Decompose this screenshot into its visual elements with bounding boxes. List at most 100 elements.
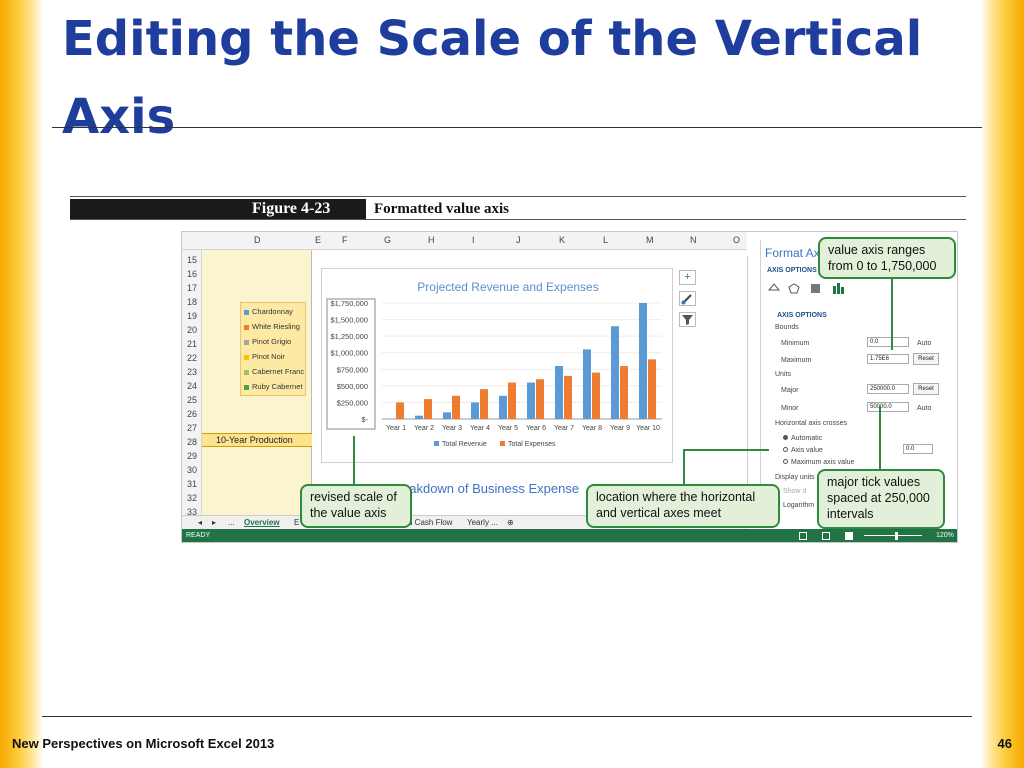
minor-input[interactable]: 50000.0: [867, 402, 909, 412]
tab-prev-arrow[interactable]: ◂: [198, 518, 203, 527]
x-tick-label: Year 3: [442, 425, 462, 432]
maximum-input[interactable]: 1.75E6: [867, 354, 909, 364]
tab-cash-flow[interactable]: d Cash Flow: [408, 518, 453, 527]
left-decorative-band: [0, 0, 44, 768]
fill-line-icon[interactable]: [767, 283, 781, 291]
pane-title: Format Axi: [765, 246, 823, 260]
tab-more[interactable]: ...: [228, 518, 235, 527]
major-reset-button[interactable]: Reset: [913, 383, 939, 395]
chart-elements-button[interactable]: +: [679, 270, 696, 285]
column-header[interactable]: O: [733, 235, 741, 245]
show-units-checkbox[interactable]: Show d: [783, 488, 807, 495]
column-header[interactable]: K: [559, 235, 566, 245]
footer-divider: [42, 716, 972, 717]
axis-value-radio[interactable]: Axis value: [783, 447, 823, 454]
tab-next-arrow[interactable]: ▸: [212, 518, 217, 527]
y-tick-label: $1,500,000: [330, 316, 368, 325]
column-header[interactable]: J: [516, 235, 521, 245]
column-header[interactable]: E: [315, 235, 322, 245]
chart-filters-button[interactable]: [679, 312, 696, 327]
x-tick-label: Year 8: [582, 425, 602, 432]
status-text: READY: [186, 532, 211, 539]
row-header[interactable]: 33: [187, 507, 198, 517]
y-tick-label: $1,250,000: [330, 332, 368, 341]
wine-legend[interactable]: Chardonnay White Riesling Pinot Grigio P…: [240, 302, 306, 396]
axis-value-input[interactable]: 0.0: [903, 444, 933, 454]
bar-revenue: [583, 349, 591, 419]
axis-options-section[interactable]: AXIS OPTIONS: [777, 312, 827, 319]
row-header[interactable]: 28: [187, 437, 198, 447]
value-axis-selection: [326, 298, 376, 430]
add-sheet-icon[interactable]: ⊕: [507, 518, 514, 527]
page-break-icon[interactable]: [845, 532, 853, 540]
y-tick-label: $250,000: [337, 398, 368, 407]
column-header[interactable]: D: [254, 235, 261, 245]
row-header[interactable]: 17: [187, 283, 198, 293]
chart-title: Projected Revenue and Expenses: [417, 280, 598, 294]
minimum-auto: Auto: [917, 340, 932, 347]
chart-svg: Projected Revenue and Expenses $- $250,000…: [326, 280, 662, 448]
minimum-input[interactable]: 0.0: [867, 337, 909, 347]
row-header[interactable]: 29: [187, 451, 198, 461]
column-header[interactable]: M: [646, 235, 654, 245]
page-layout-icon[interactable]: [822, 532, 830, 540]
bar-revenue: [471, 402, 479, 419]
figure-caption: Formatted value axis: [374, 201, 509, 217]
row-header[interactable]: 30: [187, 465, 198, 475]
row-header[interactable]: 21: [187, 339, 198, 349]
column-header[interactable]: H: [428, 235, 435, 245]
row-header[interactable]: 24: [187, 381, 198, 391]
legend-swatch: [500, 441, 505, 446]
zoom-slider-thumb[interactable]: [895, 532, 898, 540]
zoom-level[interactable]: 120%: [936, 532, 954, 539]
axis-options-icon[interactable]: [833, 286, 836, 294]
row-header[interactable]: 22: [187, 353, 198, 363]
effects-icon[interactable]: [788, 283, 800, 294]
y-tick-label: $500,000: [337, 382, 368, 391]
bar-revenue: [611, 326, 619, 419]
column-header[interactable]: L: [603, 235, 609, 245]
column-header[interactable]: F: [342, 235, 348, 245]
column-header[interactable]: I: [472, 235, 475, 245]
legend-label: Total Expenses: [508, 441, 556, 448]
row-header[interactable]: 31: [187, 479, 198, 489]
size-properties-icon[interactable]: [811, 284, 820, 293]
x-tick-label: Year 1: [386, 425, 406, 432]
production-label-cell[interactable]: 10-Year Production: [202, 433, 312, 447]
normal-view-icon[interactable]: [799, 532, 807, 540]
row-header[interactable]: 20: [187, 325, 198, 335]
zoom-slider[interactable]: [864, 535, 922, 536]
vertical-scrollbar[interactable]: [747, 256, 757, 506]
location-connector-h: [683, 449, 769, 451]
row-header[interactable]: 27: [187, 423, 198, 433]
tab-e[interactable]: E: [294, 518, 300, 527]
automatic-radio[interactable]: Automatic: [783, 435, 822, 442]
row-header[interactable]: 16: [187, 269, 198, 279]
row-header[interactable]: 32: [187, 493, 198, 503]
row-header[interactable]: 23: [187, 367, 198, 377]
major-input[interactable]: 250000.0: [867, 384, 909, 394]
bounds-label: Bounds: [775, 324, 799, 331]
tab-overview[interactable]: Overview: [244, 518, 280, 527]
logarithmic-checkbox[interactable]: Logarithm: [783, 502, 815, 509]
legend-entry: Pinot Noir: [244, 352, 285, 361]
row-header[interactable]: 18: [187, 297, 198, 307]
y-tick-label: $1,750,000: [330, 299, 368, 308]
legend-entry: Pinot Grigio: [244, 337, 291, 346]
chart-styles-button[interactable]: [679, 291, 696, 306]
maximum-reset-button[interactable]: Reset: [913, 353, 939, 365]
footer-title: New Perspectives on Microsoft Excel 2013: [12, 736, 275, 751]
maximum-axis-value-radio[interactable]: Maximum axis value: [783, 459, 854, 466]
row-header[interactable]: 25: [187, 395, 198, 405]
bar-expenses: [452, 395, 460, 419]
row-header[interactable]: 15: [187, 255, 198, 265]
row-header[interactable]: 26: [187, 409, 198, 419]
revenue-chart[interactable]: Projected Revenue and Expenses $- $250,000…: [321, 268, 673, 463]
figure-number: Figure 4-23: [70, 199, 366, 219]
pane-options-header[interactable]: AXIS OPTIONS: [767, 267, 817, 274]
tab-yearly[interactable]: Yearly ...: [467, 518, 498, 527]
callout-axis-range: value axis ranges from 0 to 1,750,000: [818, 237, 956, 279]
column-header[interactable]: N: [690, 235, 697, 245]
column-header[interactable]: G: [384, 235, 392, 245]
row-header[interactable]: 19: [187, 311, 198, 321]
